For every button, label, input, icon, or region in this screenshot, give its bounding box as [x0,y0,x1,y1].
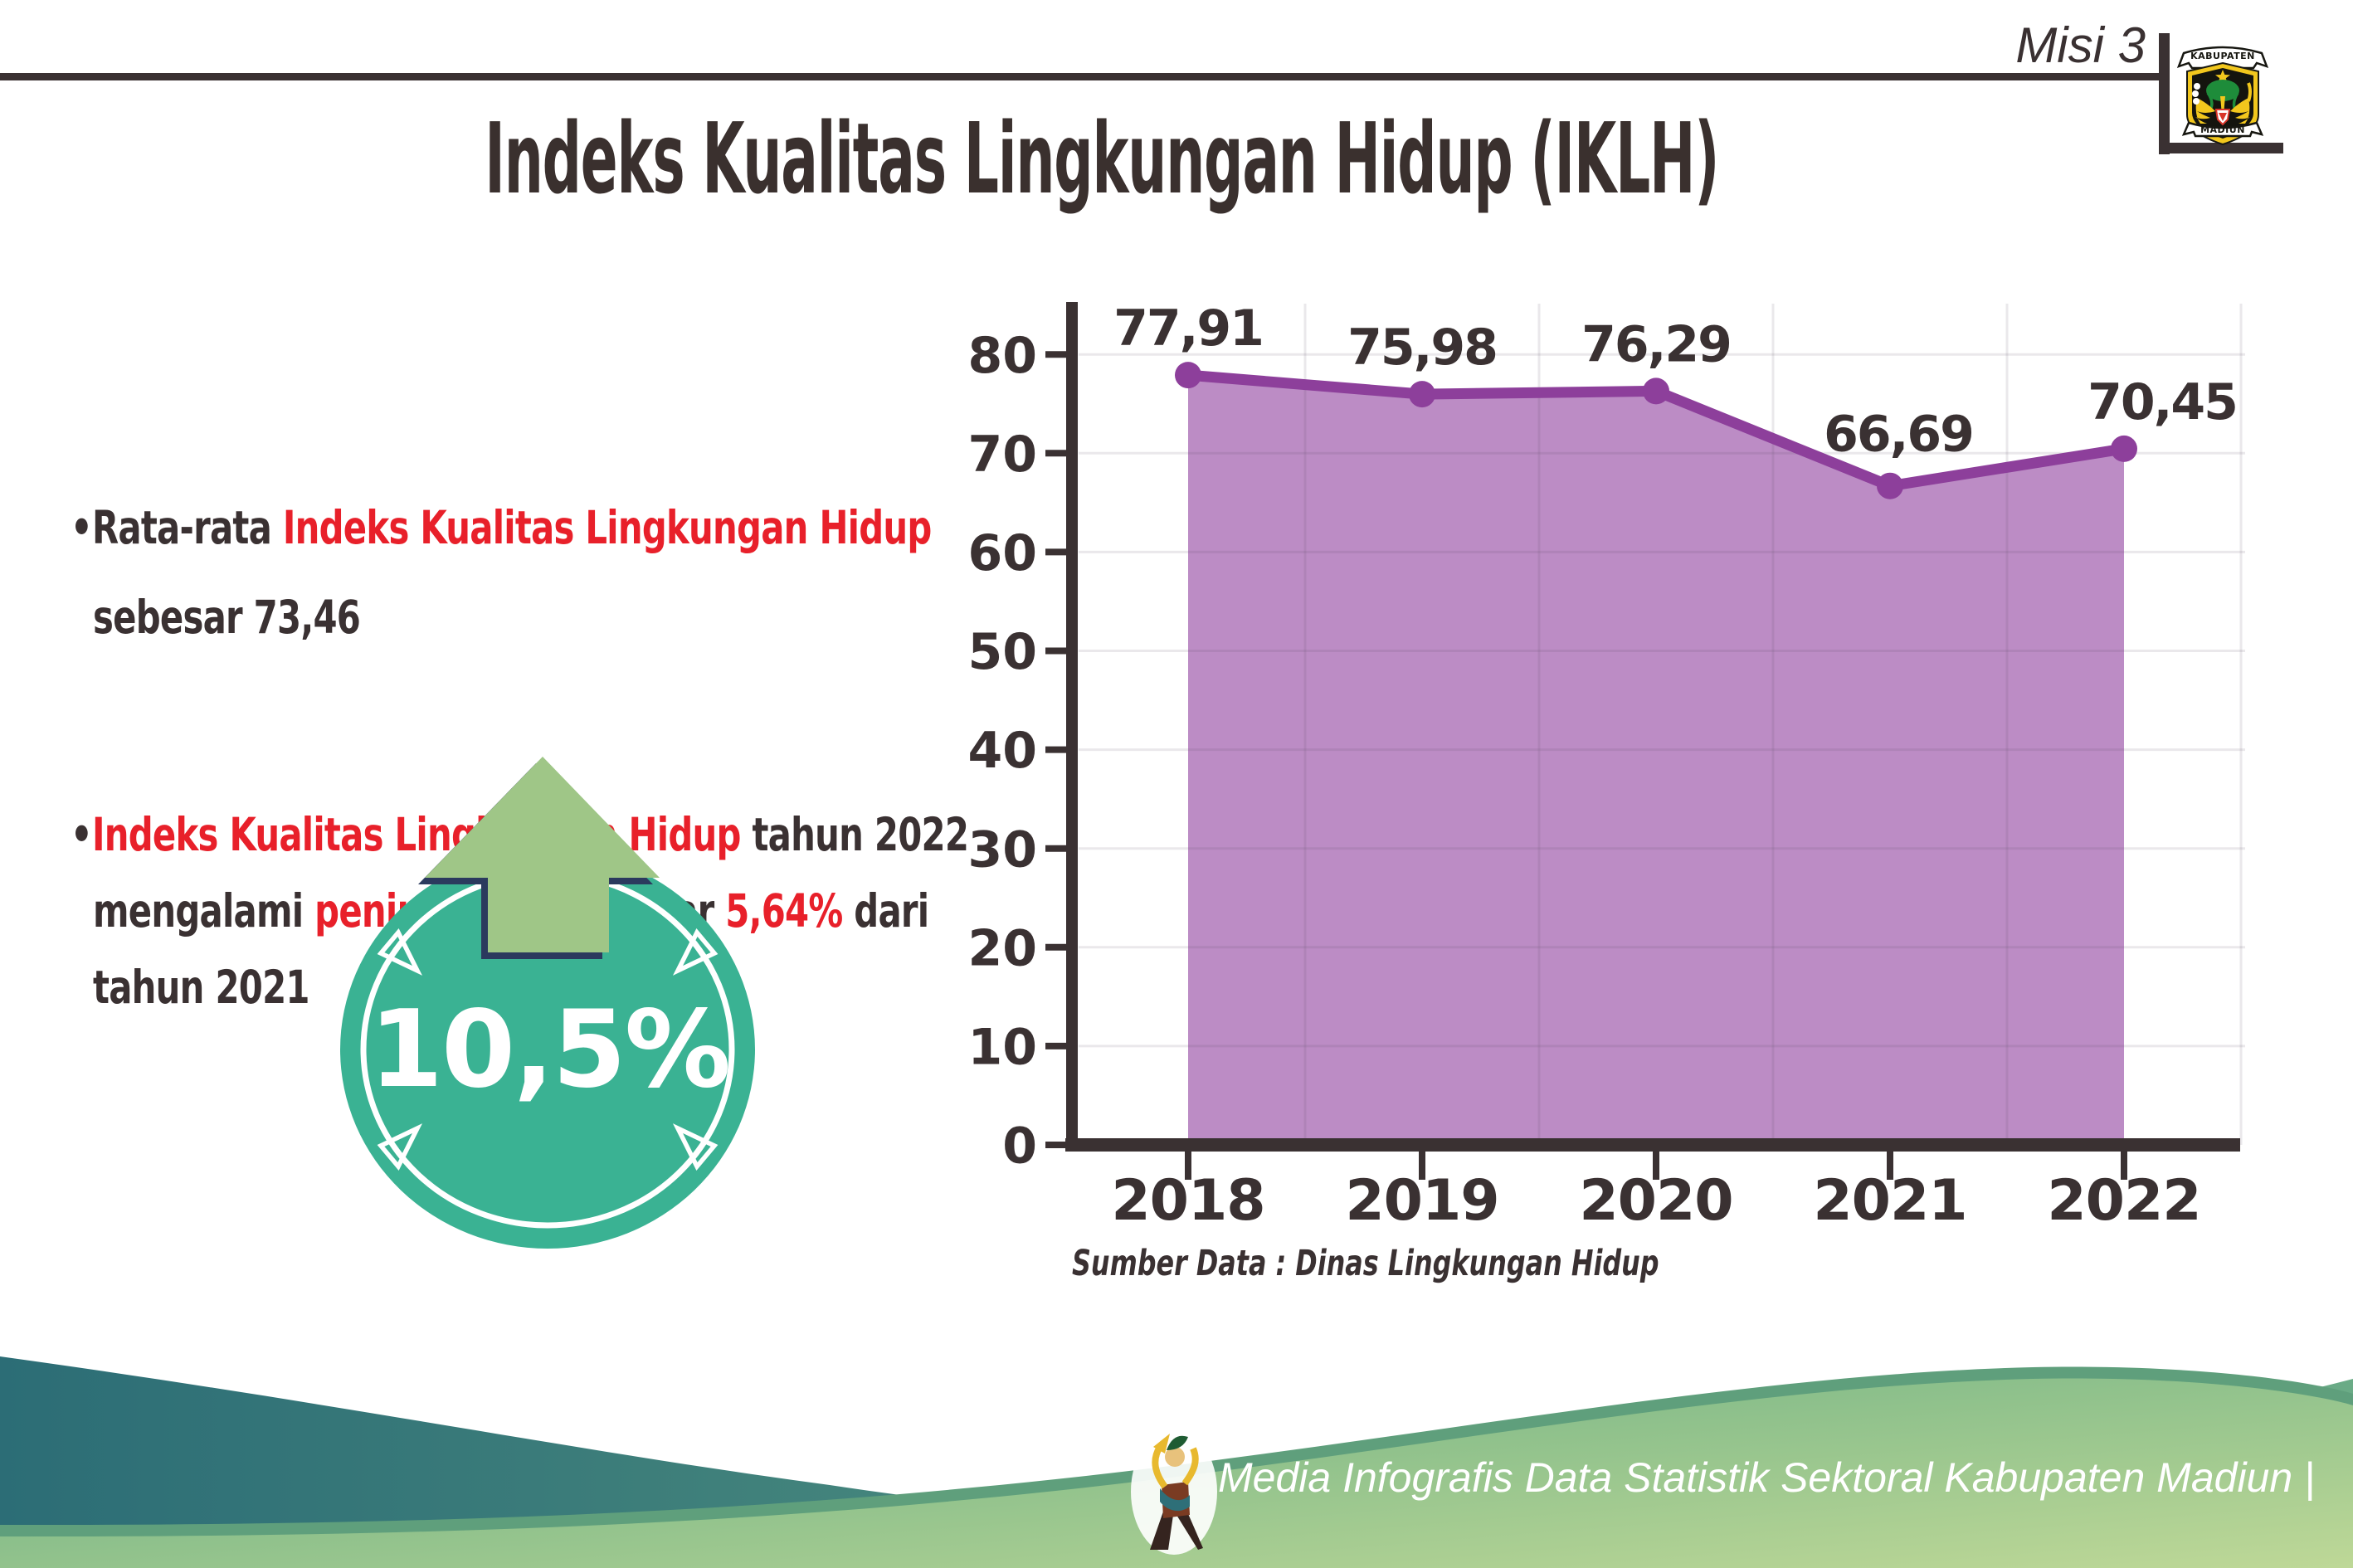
data-label: 77,91 [1113,299,1263,358]
header-rule [0,73,2165,80]
bullet-2-l2-d1: mengalami [93,884,315,937]
badge-value: 10,5% [369,988,729,1112]
logo-center-mark [2219,113,2227,121]
page-title: Indeks Kualitas Lingkungan Hidup (IKLH) [485,101,1719,216]
mascot-head [1165,1447,1185,1467]
data-point [1643,377,1669,405]
area-fill [1188,375,2124,1146]
bullet-1-text-dark: •Rata-rata [71,501,283,554]
mascot-logo [1131,1429,1217,1555]
logo-star-icon [2215,70,2230,84]
year-label: 2020 [1579,1168,1732,1234]
year-label: 2021 [1813,1168,1966,1234]
bullet-1-line2-text: sebesar 73,46 [93,591,361,644]
y-axis-label: 0 [1002,1118,1037,1176]
increase-badge: 10,5% [340,757,755,1249]
logo-wings-icon [2195,98,2250,124]
iklh-area-chart: 77,91 75,98 76,29 66,69 70,45 0 10 20 30 40 50 60 70… [968,299,2245,1234]
sparkle-triangle [672,1123,719,1171]
bullet-2-l2-r2: 5,64% [725,884,843,937]
data-point [1877,472,1903,499]
up-arrow-icon [425,757,660,952]
bullet-2-line3-text: tahun 2021 [93,961,310,1014]
gridlines [1079,304,2245,1145]
logo-cotton-icon [2192,82,2252,105]
footer-green-fill [0,1378,2353,1568]
sparkle-triangle [377,928,423,976]
logo-bottom-ribbon: MADIUN [2181,121,2264,138]
mascot-leaf-hat [1167,1435,1188,1450]
bullet-2-line-3: tahun 2021 [93,961,378,1014]
bullet-1-line-2: sebesar 73,46 [93,591,445,644]
mascot-leg [1150,1512,1173,1550]
y-axis-label: 60 [968,524,1038,582]
kabupaten-madiun-logo: KABUPATEN MADIUN [2176,46,2269,146]
logo-frame-horizontal [2159,143,2283,153]
year-label: 2022 [2047,1168,2200,1234]
y-axis-label: 20 [968,919,1038,977]
y-axis-label: 30 [968,821,1038,879]
data-label: 66,69 [1824,406,1973,464]
year-label: 2019 [1345,1168,1498,1234]
logo-bottom-text: MADIUN [2200,124,2245,135]
page-title-wrap: Indeks Kualitas Lingkungan Hidup (IKLH) [0,101,2169,216]
sparkle-triangle [377,1123,423,1171]
bullet-2-text-dark: tahun 2022 [740,808,969,861]
badge-circle [340,850,755,1249]
data-point [1175,362,1201,389]
bullet-1-line-1: •Rata-rata Indeks Kualitas Lingkungan Hi… [71,501,1203,554]
data-label: 76,29 [1581,315,1731,373]
footer-credit: Media Infografis Data Statistik Sektoral… [1218,1454,2316,1501]
sparkle-triangle [672,928,719,976]
bullet-1-text-red: Indeks Kualitas Lingkungan Hidup [282,501,932,554]
mascot-leg [1176,1510,1203,1550]
mascot-arm [1181,1447,1199,1486]
badge-sparkles [377,928,719,1171]
mascot-flag [1153,1434,1170,1454]
y-axis-label: 40 [968,722,1038,780]
mascot-sash [1160,1488,1190,1512]
y-axis-label: 80 [968,327,1038,385]
misi-label: Misi 3 [2015,17,2146,73]
chart-source-note: Sumber Data : Dinas Lingkungan Hidup [1072,1243,1659,1284]
data-point [2111,435,2137,462]
bullet-2-l2-d3: dari [842,884,929,937]
bullet-2-dot: • [71,808,93,861]
y-axis-label: 50 [968,623,1038,681]
year-label: 2018 [1111,1168,1264,1234]
mascot-arm [1152,1444,1168,1489]
data-label: 70,45 [2087,373,2237,431]
y-axis-label: 70 [968,426,1038,484]
axes [1045,302,2240,1180]
data-label: 75,98 [1347,319,1497,377]
data-point [1409,381,1435,408]
logo-frame-vertical [2159,33,2170,154]
y-axis-label: 10 [968,1019,1038,1077]
logo-top-text: KABUPATEN [2190,51,2255,61]
